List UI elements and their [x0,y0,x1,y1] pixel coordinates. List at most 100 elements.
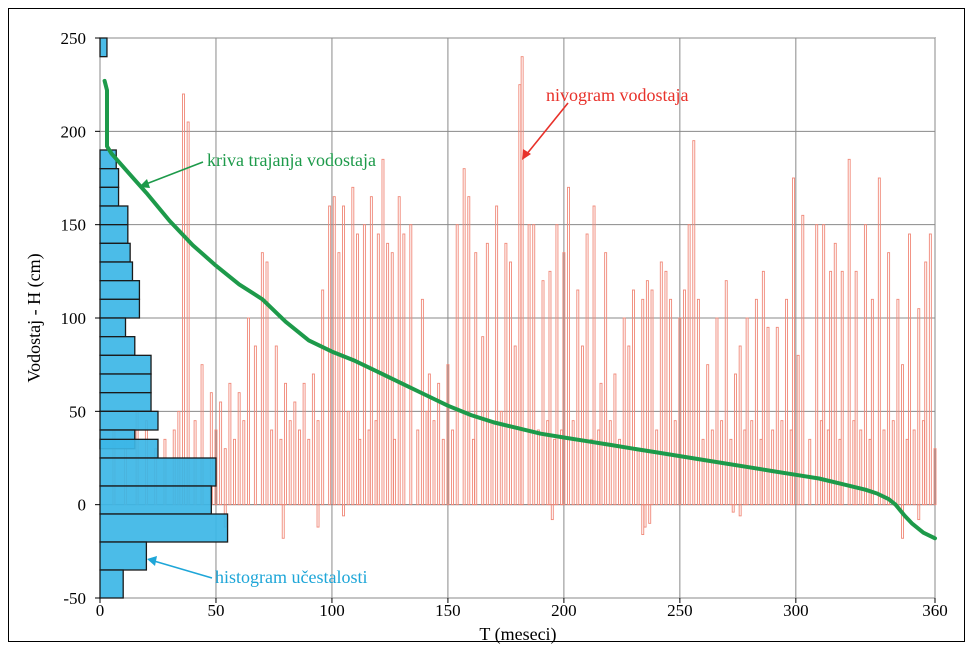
nivogram-bar [467,196,471,506]
y-tick-label: 250 [61,29,87,48]
histogram-bar [99,168,120,188]
nivogram-bar [789,429,793,506]
nivogram-bar [761,270,765,506]
nivogram-bar [567,186,570,506]
nivogram-bar [771,429,775,506]
nivogram-bar [745,317,749,506]
x-tick-label: 360 [922,601,948,620]
nivogram-bar [367,429,371,506]
nivogram-bar [917,504,921,521]
nivogram-bar [854,270,858,506]
nivogram-bar [281,504,285,539]
axis-ticks: 0 50 100 150 200 250 300 360 -50 0 50 100 150 200 250 [61,29,948,620]
histogram-bar [99,317,127,338]
histogram-bar [99,336,136,356]
x-tick-label: 100 [319,601,345,620]
nivogram-bar [316,504,320,528]
nivogram-bar [815,224,819,506]
nivogram-bar [560,429,564,506]
y-axis-title: Vodostaj - H (cm) [24,253,45,382]
nivogram-bar [801,214,805,506]
nivogram-bar [648,504,652,524]
nivogram-bar [532,224,536,506]
histogram-bar [99,485,212,515]
nivogram-bar [425,410,429,506]
nivogram-bar [847,158,851,506]
nivogram-bar [402,233,406,506]
nivogram-bar [420,298,424,506]
y-tick-label: 200 [61,122,87,141]
x-tick-label: 150 [435,601,461,620]
nivogram-bar [838,438,842,506]
nivogram-bar [859,429,863,506]
nivogram-bar [604,252,608,506]
nivogram-bar [738,504,742,517]
nivogram-bar [509,261,512,506]
nivogram-bar [462,168,466,506]
nivogram-bar [775,326,779,506]
nivogram-bar [265,261,269,506]
histogram-bar [99,513,229,543]
nivogram-bar [446,364,450,506]
nivogram-bar [576,289,580,506]
nivogram-bar [374,420,378,506]
histogram-bar [99,410,159,431]
nivogram-bar [882,429,886,506]
histogram-bar [99,261,134,282]
nivogram-bar [550,504,554,521]
x-tick-label: 250 [667,601,693,620]
nivogram-bar [536,429,540,506]
nivogram-bar [734,373,737,506]
nivogram-bar [819,420,823,506]
nivogram-bar [912,429,916,506]
nivogram-bar [659,261,663,506]
nivogram-bar [754,298,758,506]
annotation-duration-curve: kriva trajanja vodostaja [207,150,376,170]
nivogram-bar [701,438,705,506]
chart-frame [8,8,965,642]
nivogram-bar [381,158,385,506]
nivogram-bar [673,420,677,506]
nivogram-bar [416,429,420,506]
nivogram-bar [870,298,874,506]
nivogram-bar [369,196,373,506]
nivogram-bar [655,429,659,506]
nivogram-bar [822,224,826,506]
nivogram-bar [284,382,288,506]
y-tick-label: 50 [69,402,86,421]
nivogram-bar [766,326,770,506]
nivogram-bar [546,420,550,506]
nivogram-arrow-line [525,102,569,156]
duration-curve [102,78,937,541]
nivogram-bar [237,392,241,506]
x-tick-label: 200 [551,601,577,620]
nivogram-bar [228,382,232,506]
nivogram-bar [731,504,735,513]
nivogram-bar [785,298,789,506]
nivogram-bar [643,504,647,528]
x-tick-label: 50 [207,601,224,620]
histogram-bar [99,569,124,599]
histogram-bar [99,186,120,207]
nivogram-bar [613,373,617,506]
histogram-bar [99,354,152,375]
y-tick-label: 0 [78,496,87,515]
nivogram-bar [441,438,445,506]
nivogram-bar [840,270,844,506]
nivogram-bar [504,242,508,506]
histogram-bar [99,373,152,394]
nivogram-bar [908,233,911,506]
histogram-bar [99,205,129,226]
nivogram-bar [924,261,928,506]
nivogram-bar [933,448,937,506]
y-tick-label: 100 [61,309,87,328]
nivogram-bar [678,317,682,506]
nivogram-bar [548,270,552,506]
nivogram-bar [409,224,413,506]
annotation-nivogram: nivogram vodostaja [546,85,688,105]
nivogram-bar [608,420,612,506]
histogram-bar [99,438,159,459]
nivogram-bar [397,196,401,506]
nivogram-bar [307,438,311,506]
nivogram-bar [829,270,833,506]
